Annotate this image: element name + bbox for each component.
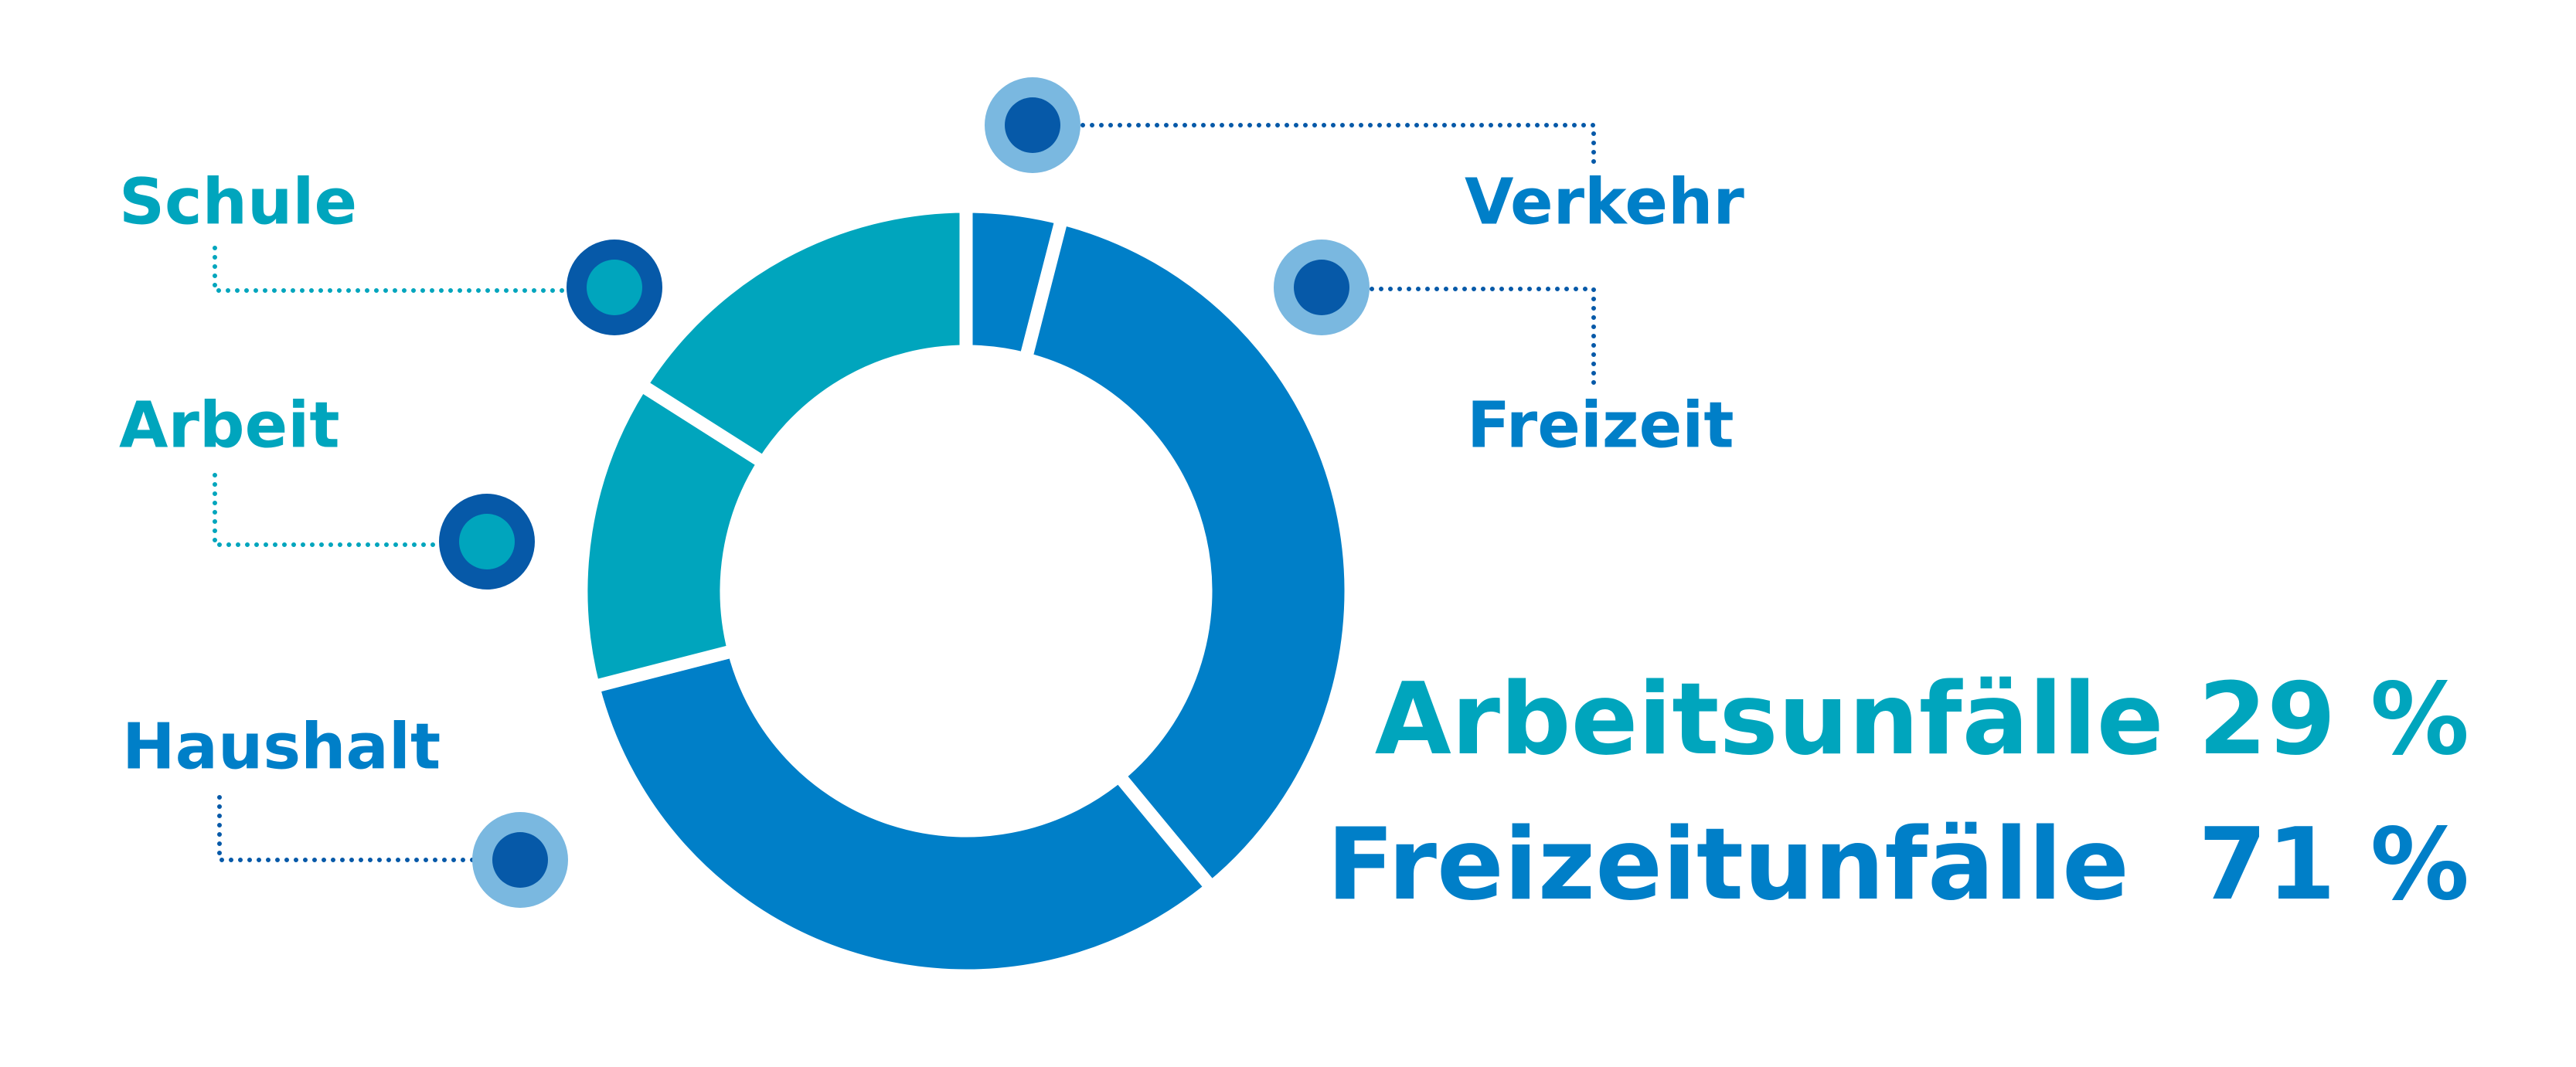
donut-segment [585, 642, 1221, 983]
total-label: Freizeitunfälle 71 % [1327, 807, 2469, 923]
leader-line [1360, 287, 1596, 390]
leader-line [213, 246, 572, 293]
marker-inner [459, 514, 515, 569]
leader-line [213, 473, 445, 547]
marker-inner [587, 260, 642, 315]
category-label: Freizeit [1467, 389, 1734, 462]
marker-inner [492, 832, 548, 888]
category-label: Verkehr [1465, 165, 1744, 239]
leader-line [217, 795, 482, 862]
total-label: Arbeitsunfälle 29 % [1375, 662, 2469, 777]
marker-inner [1294, 260, 1349, 315]
category-label: Schule [119, 165, 357, 239]
category-label: Arbeit [119, 389, 340, 462]
donut-segment [631, 199, 973, 472]
marker-inner [1005, 97, 1060, 153]
leader-line [1071, 123, 1596, 168]
category-label: Haushalt [122, 710, 441, 783]
donut-segment [1017, 210, 1358, 897]
